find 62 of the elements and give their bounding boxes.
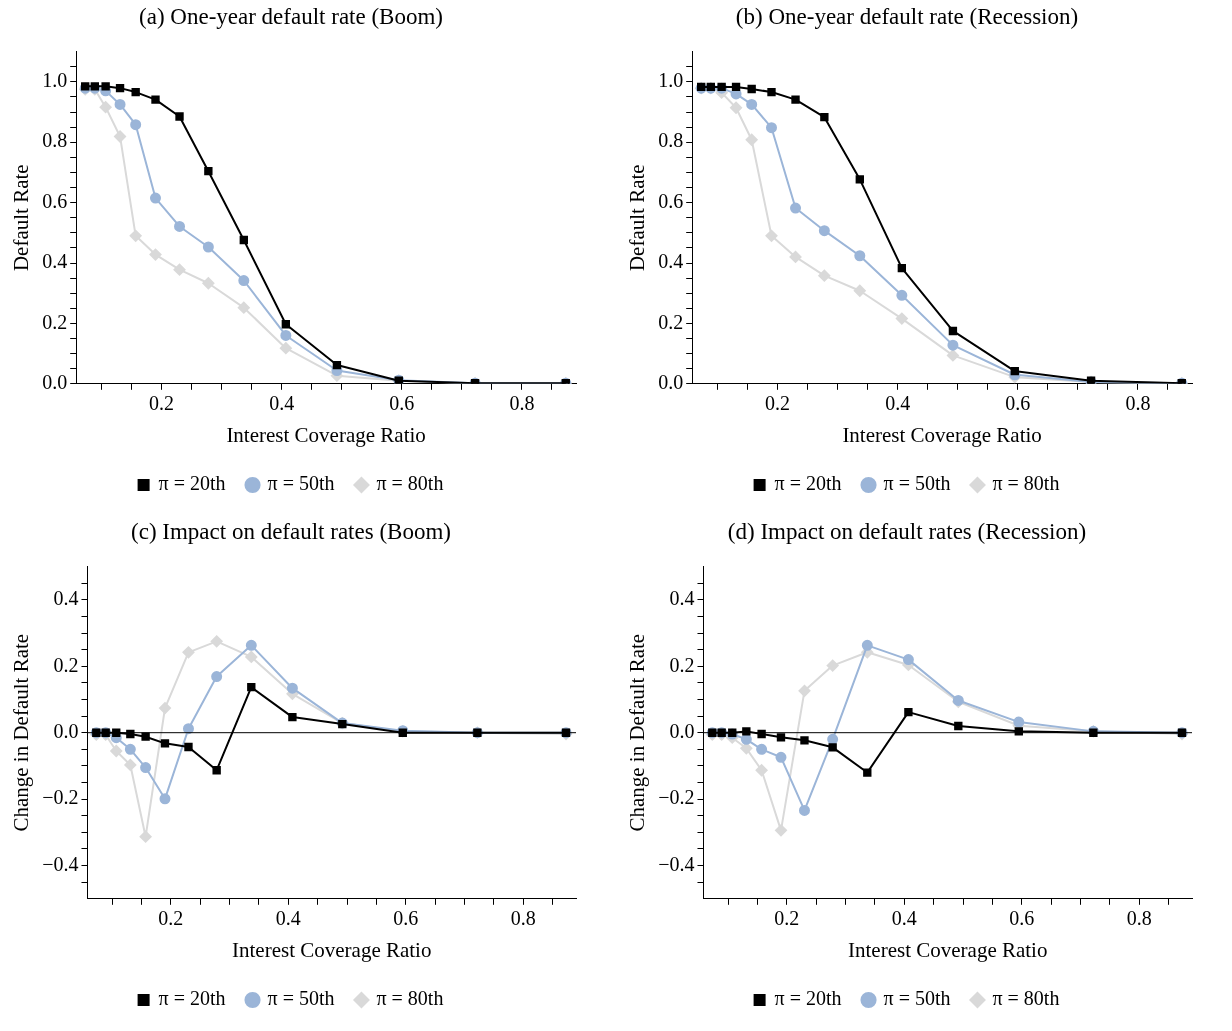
y-tick-label: 0.2 bbox=[53, 653, 79, 676]
x-axis-title: Interest Coverage Ratio bbox=[842, 422, 1042, 447]
x-tick-label: 0.6 bbox=[1005, 392, 1031, 415]
chart-title: (b) One-year default rate (Recession) bbox=[735, 3, 1079, 29]
y-tick-label: 0.2 bbox=[658, 310, 684, 333]
chart-title: (d) Impact on default rates (Recession) bbox=[727, 518, 1087, 544]
y-tick-label: 0.6 bbox=[42, 189, 68, 212]
x-tick-label: 0.2 bbox=[765, 392, 790, 415]
y-tick-label: 0.2 bbox=[42, 310, 68, 333]
y-tick-label: −0.2 bbox=[42, 786, 79, 809]
legend-label: π = 80th bbox=[376, 472, 444, 495]
x-tick-label: 0.2 bbox=[774, 907, 800, 930]
legend-label: π = 20th bbox=[158, 472, 226, 495]
y-axis-title: Default Rate bbox=[9, 164, 34, 272]
y-axis-title: Change in Default Rate bbox=[625, 633, 650, 832]
x-axis-title: Interest Coverage Ratio bbox=[848, 937, 1048, 962]
legend-label: π = 80th bbox=[992, 472, 1060, 495]
x-tick-label: 0.8 bbox=[509, 392, 535, 415]
x-axis-title: Interest Coverage Ratio bbox=[226, 422, 426, 447]
x-tick-label: 0.4 bbox=[275, 907, 301, 930]
x-tick-label: 0.6 bbox=[1009, 907, 1035, 930]
x-tick-label: 0.2 bbox=[158, 907, 184, 930]
legend-label: π = 50th bbox=[883, 472, 951, 495]
legend-label: π = 50th bbox=[267, 472, 335, 495]
x-tick-label: 0.8 bbox=[510, 907, 536, 930]
y-tick-label: 0.2 bbox=[669, 653, 695, 676]
legend-label: π = 20th bbox=[774, 987, 842, 1010]
x-tick-label: 0.4 bbox=[885, 392, 911, 415]
y-tick-label: 0.4 bbox=[658, 250, 684, 273]
y-tick-label: 0.8 bbox=[42, 129, 68, 152]
legend-label: π = 50th bbox=[883, 987, 951, 1010]
x-tick-label: 0.2 bbox=[149, 392, 174, 415]
legend-label: π = 20th bbox=[774, 472, 842, 495]
legend-label: π = 50th bbox=[267, 987, 335, 1010]
y-tick-label: 1.0 bbox=[42, 69, 68, 92]
legend-label: π = 80th bbox=[376, 987, 444, 1010]
y-axis-title: Change in Default Rate bbox=[9, 633, 34, 832]
y-tick-label: 0.0 bbox=[42, 371, 68, 394]
y-tick-label: 1.0 bbox=[658, 69, 684, 92]
y-tick-label: −0.4 bbox=[658, 852, 695, 875]
y-tick-label: −0.2 bbox=[658, 786, 695, 809]
x-axis-title: Interest Coverage Ratio bbox=[232, 937, 432, 962]
x-tick-label: 0.8 bbox=[1125, 392, 1151, 415]
x-tick-label: 0.6 bbox=[393, 907, 419, 930]
y-tick-label: 0.0 bbox=[53, 719, 79, 742]
y-tick-label: 0.0 bbox=[669, 719, 695, 742]
chart-title: (a) One-year default rate (Boom) bbox=[139, 3, 443, 29]
x-tick-label: 0.4 bbox=[269, 392, 295, 415]
y-tick-label: 0.6 bbox=[658, 189, 684, 212]
y-tick-label: 0.4 bbox=[42, 250, 68, 273]
y-tick-label: −0.4 bbox=[42, 852, 79, 875]
x-tick-label: 0.6 bbox=[389, 392, 415, 415]
y-tick-label: 0.0 bbox=[658, 371, 684, 394]
y-tick-label: 0.4 bbox=[53, 587, 79, 610]
x-tick-label: 0.4 bbox=[891, 907, 917, 930]
x-tick-label: 0.8 bbox=[1126, 907, 1152, 930]
y-tick-label: 0.4 bbox=[669, 587, 695, 610]
legend-label: π = 80th bbox=[992, 987, 1060, 1010]
legend-label: π = 20th bbox=[158, 987, 226, 1010]
y-tick-label: 0.8 bbox=[658, 129, 684, 152]
chart-title: (c) Impact on default rates (Boom) bbox=[131, 518, 451, 544]
y-axis-title: Default Rate bbox=[625, 164, 650, 272]
